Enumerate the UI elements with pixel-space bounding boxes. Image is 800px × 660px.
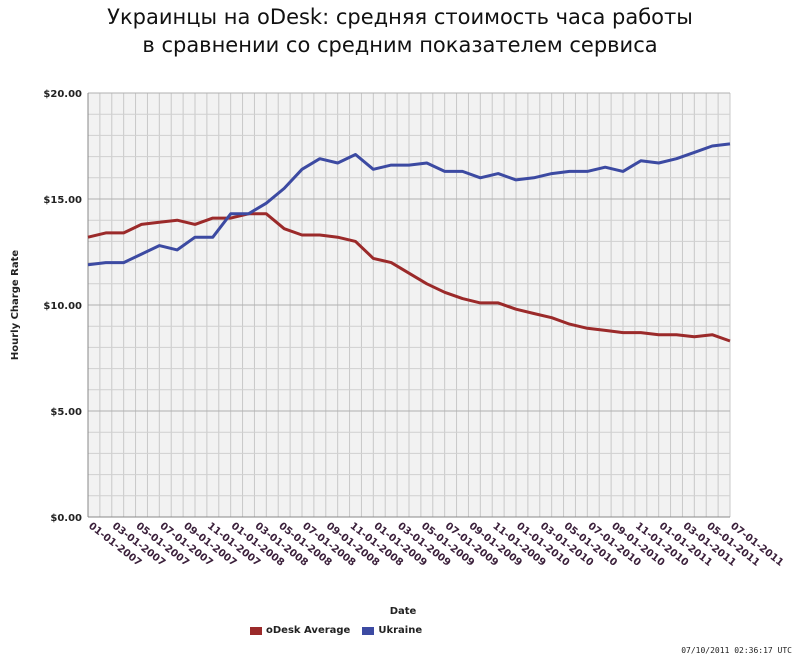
y-axis-title: Hourly Charge Rate: [10, 250, 21, 361]
legend-label-ukraine: Ukraine: [378, 625, 423, 636]
legend-item-odesk: oDesk Average: [250, 625, 350, 636]
y-tick-label: $5.00: [50, 407, 82, 418]
chart-legend: oDesk Average Ukraine: [250, 625, 422, 636]
legend-item-ukraine: Ukraine: [362, 625, 422, 636]
y-tick-label: $15.00: [43, 195, 82, 206]
y-tick-label: $10.00: [43, 301, 82, 312]
chart-title-line-1: Украинцы на oDesk: средняя стоимость час…: [107, 5, 693, 29]
legend-swatch-odesk: [250, 626, 262, 635]
series-line-odesk-average: [87, 212, 731, 343]
line-chart: $0.00$5.00$10.00$15.00$20.0001-01-200703…: [10, 89, 785, 617]
legend-swatch-ukraine: [362, 626, 375, 635]
y-tick-label: $20.00: [43, 89, 82, 100]
series-line-ukraine: [87, 142, 731, 267]
legend-label-odesk: oDesk Average: [266, 625, 351, 636]
timestamp: 07/10/2011 02:36:17 UTC: [681, 646, 792, 655]
y-tick-label: $0.00: [50, 513, 82, 524]
x-axis-title: Date: [390, 606, 417, 617]
chart-title-line-2: в сравнении со средним показателем серви…: [142, 33, 658, 57]
